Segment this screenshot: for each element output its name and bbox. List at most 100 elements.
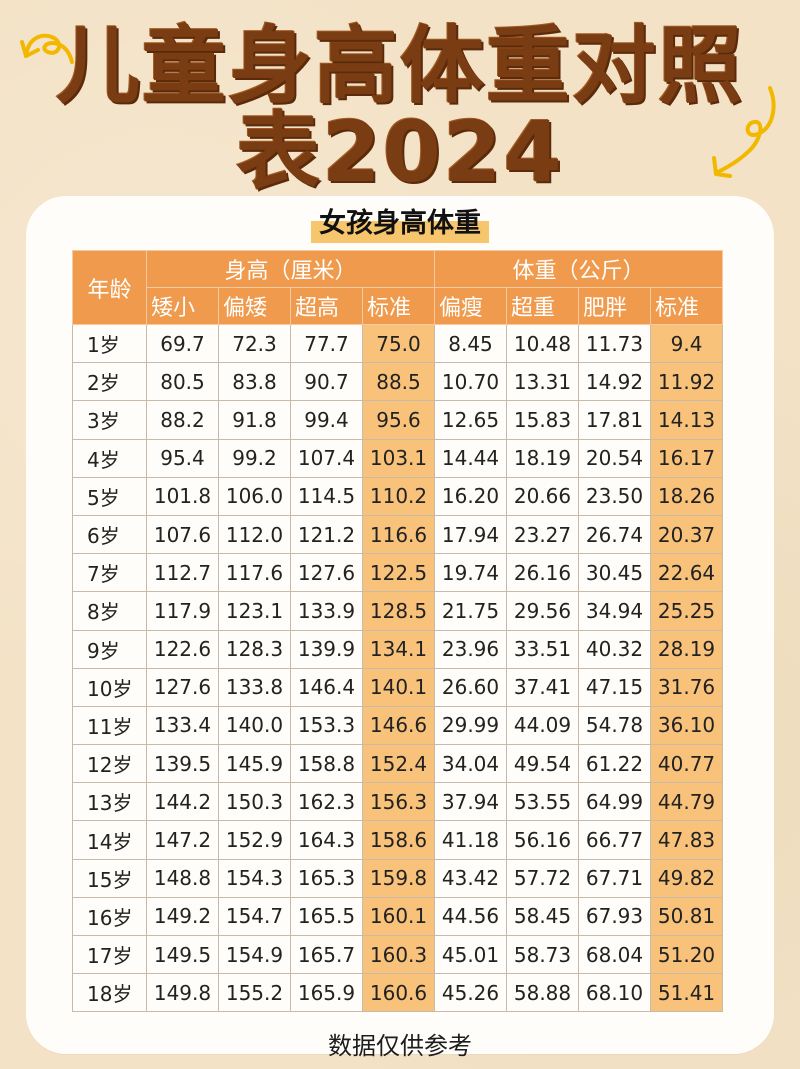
table-row: 7岁 112.7 117.6 127.6 122.5 19.74 26.16 30.45 22.…: [72, 553, 724, 593]
height-standard-cell: 160.3: [361, 934, 436, 975]
weight-cell: 45.01: [434, 934, 508, 975]
table-body: 1岁 69.7 72.3 77.7 75.0 8.45 10.48 11.73 9.4 2岁 80.…: [72, 323, 724, 1013]
height-cell: 117.9: [146, 591, 219, 631]
weight-cell: 14.44: [434, 438, 508, 478]
height-standard-cell: 159.8: [361, 858, 436, 898]
weight-cell: 29.56: [506, 591, 580, 631]
height-subheader: 矮小: [146, 287, 219, 325]
weight-cell: 16.20: [434, 476, 508, 516]
age-cell: 4岁: [72, 438, 147, 478]
weight-cell: 33.51: [506, 629, 580, 669]
weight-cell: 8.45: [434, 323, 508, 364]
curly-arrow-icon: [20, 33, 74, 64]
age-cell: 2岁: [72, 362, 147, 402]
weight-cell: 47.15: [578, 667, 652, 707]
table-row: 9岁 122.6 128.3 139.9 134.1 23.96 33.51 40.32 28.…: [72, 629, 724, 669]
table-row: 15岁 148.8 154.3 165.3 159.8 43.42 57.72 67.71 49…: [72, 858, 724, 898]
weight-cell: 54.78: [578, 705, 652, 746]
weight-standard-cell: 31.76: [650, 667, 724, 707]
height-cell: 107.4: [290, 438, 363, 478]
weight-standard-cell: 28.19: [650, 629, 724, 669]
table-row: 3岁 88.2 91.8 99.4 95.6 12.65 15.83 17.81 14.13: [72, 400, 724, 440]
height-cell: 69.7: [146, 323, 219, 364]
weight-cell: 30.45: [578, 553, 652, 593]
weight-standard-cell: 51.41: [650, 973, 724, 1013]
age-cell: 12岁: [72, 744, 147, 784]
age-cell: 15岁: [72, 858, 147, 898]
weight-cell: 40.32: [578, 629, 652, 669]
height-cell: 91.8: [218, 400, 291, 440]
height-cell: 165.7: [290, 934, 363, 975]
weight-cell: 29.99: [434, 705, 508, 746]
height-cell: 149.5: [146, 934, 219, 975]
height-subheader: 偏矮: [218, 287, 291, 325]
height-standard-cell: 75.0: [361, 323, 436, 364]
height-cell: 128.3: [218, 629, 291, 669]
height-cell: 165.3: [290, 858, 363, 898]
height-standard-cell: 110.2: [361, 476, 436, 516]
height-cell: 165.5: [290, 896, 363, 937]
age-cell: 5岁: [72, 476, 147, 516]
weight-cell: 43.42: [434, 858, 508, 898]
height-subheader: 标准: [361, 287, 436, 325]
height-cell: 80.5: [146, 362, 219, 402]
height-cell: 77.7: [290, 323, 363, 364]
age-cell: 11岁: [72, 705, 147, 746]
age-cell: 7岁: [72, 553, 147, 593]
height-cell: 122.6: [146, 629, 219, 669]
weight-cell: 58.45: [506, 896, 580, 937]
height-group-header: 身高（厘米）: [145, 250, 436, 288]
height-cell: 154.9: [218, 934, 291, 975]
age-cell: 9岁: [72, 629, 147, 669]
weight-cell: 58.73: [506, 934, 580, 975]
height-cell: 139.5: [146, 744, 219, 784]
height-standard-cell: 122.5: [361, 553, 436, 593]
table-row: 10岁 127.6 133.8 146.4 140.1 26.60 37.41 47.15 31…: [72, 667, 724, 707]
weight-cell: 23.27: [506, 514, 580, 555]
table-row: 6岁 107.6 112.0 121.2 116.6 17.94 23.27 26.74 20.…: [72, 514, 724, 555]
height-cell: 72.3: [218, 323, 291, 364]
height-standard-cell: 95.6: [361, 400, 436, 440]
table-row: 5岁 101.8 106.0 114.5 110.2 16.20 20.66 23.50 18.…: [72, 476, 724, 516]
weight-cell: 67.71: [578, 858, 652, 898]
height-cell: 123.1: [218, 591, 291, 631]
page-title: 儿童身高体重对照: [55, 17, 744, 115]
weight-cell: 68.10: [578, 973, 652, 1013]
table-header: 年龄 身高（厘米） 体重（公斤） 矮小 偏矮 超高 标准 偏瘦 超重 肥胖 标准: [72, 250, 724, 325]
height-cell: 101.8: [146, 476, 219, 516]
height-standard-cell: 158.6: [361, 820, 436, 860]
height-cell: 127.6: [146, 667, 219, 707]
age-cell: 6岁: [72, 514, 147, 555]
curly-arrow-icon: [712, 86, 776, 178]
height-standard-cell: 160.1: [361, 896, 436, 937]
table-row: 13岁 144.2 150.3 162.3 156.3 37.94 53.55 64.99 44…: [72, 782, 724, 822]
weight-cell: 10.48: [506, 323, 580, 364]
height-cell: 88.2: [146, 400, 219, 440]
weight-cell: 17.94: [434, 514, 508, 555]
height-cell: 112.0: [218, 514, 291, 555]
weight-cell: 44.09: [506, 705, 580, 746]
age-cell: 10岁: [72, 667, 147, 707]
weight-cell: 17.81: [578, 400, 652, 440]
weight-standard-cell: 50.81: [650, 896, 724, 937]
weight-standard-cell: 36.10: [650, 705, 724, 746]
weight-cell: 18.19: [506, 438, 580, 478]
height-cell: 148.8: [146, 858, 219, 898]
age-column-header: 年龄: [72, 250, 147, 325]
height-cell: 117.6: [218, 553, 291, 593]
height-standard-cell: 103.1: [361, 438, 436, 478]
age-cell: 16岁: [72, 896, 147, 937]
height-standard-cell: 88.5: [361, 362, 436, 402]
weight-standard-cell: 9.4: [650, 323, 724, 364]
height-cell: 150.3: [218, 782, 291, 822]
height-cell: 153.3: [290, 705, 363, 746]
weight-cell: 23.96: [434, 629, 508, 669]
height-cell: 99.4: [290, 400, 363, 440]
table-row: 8岁 117.9 123.1 133.9 128.5 21.75 29.56 34.94 25.…: [72, 591, 724, 631]
height-cell: 164.3: [290, 820, 363, 860]
height-standard-cell: 146.6: [361, 705, 436, 746]
weight-cell: 57.72: [506, 858, 580, 898]
table-row: 17岁 149.5 154.9 165.7 160.3 45.01 58.73 68.04 51…: [72, 934, 724, 975]
weight-cell: 37.94: [434, 782, 508, 822]
weight-cell: 20.66: [506, 476, 580, 516]
